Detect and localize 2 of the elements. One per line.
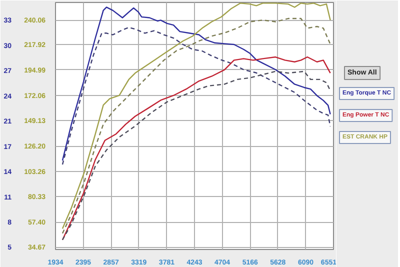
line-series <box>62 6 331 162</box>
line-series <box>62 26 331 166</box>
